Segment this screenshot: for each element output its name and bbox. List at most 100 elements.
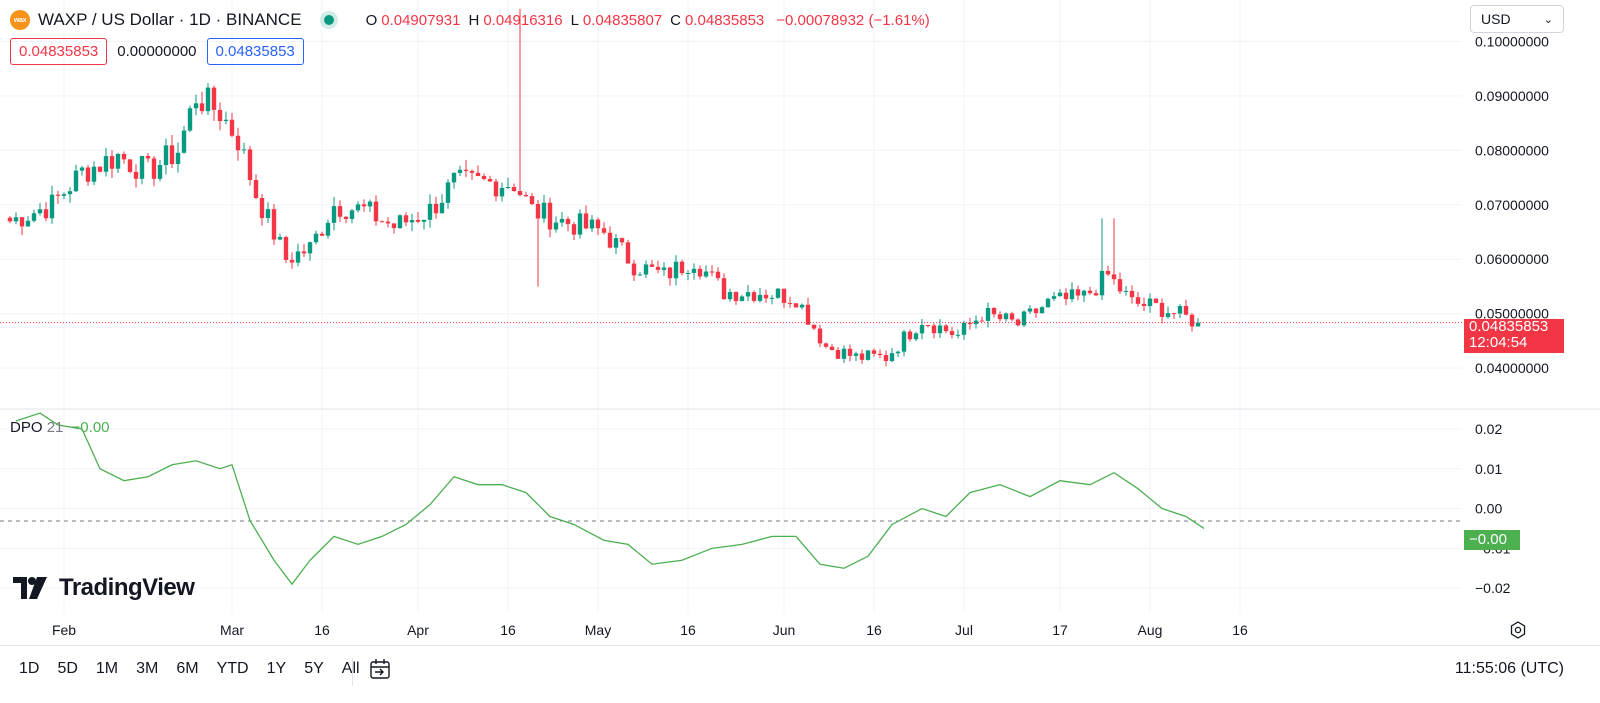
candle xyxy=(1021,310,1027,328)
toolbar-divider xyxy=(352,658,353,686)
low-value: 0.04835807 xyxy=(582,11,663,29)
utc-clock[interactable]: 11:55:06 (UTC) xyxy=(1454,660,1564,677)
candle xyxy=(817,324,823,348)
dpo-legend[interactable]: DPO 21 −0.00 xyxy=(10,419,110,436)
candle xyxy=(559,212,565,227)
settings-gear-icon[interactable] xyxy=(1508,620,1528,640)
candle-body xyxy=(835,349,841,359)
candle xyxy=(739,294,745,302)
candle xyxy=(469,169,475,180)
candle-body xyxy=(727,292,733,300)
candle xyxy=(889,348,895,363)
bar-countdown: 12:04:54 xyxy=(1469,334,1528,351)
candle xyxy=(787,296,793,308)
candle-body xyxy=(697,268,703,277)
price-tick-label: 0.04000000 xyxy=(1475,360,1549,376)
candle xyxy=(1027,305,1033,314)
bid-value-box[interactable]: 0.04835853 xyxy=(10,38,108,65)
candle xyxy=(601,222,607,235)
candle xyxy=(1135,291,1141,307)
candle-body xyxy=(679,261,685,274)
candle xyxy=(901,329,907,357)
candle xyxy=(721,273,727,300)
candle xyxy=(73,164,79,193)
candle-body xyxy=(163,145,169,166)
candle xyxy=(145,153,151,163)
candle-body xyxy=(61,194,67,196)
candle xyxy=(403,212,409,227)
candle xyxy=(625,239,631,264)
candle-body xyxy=(325,222,331,236)
candle xyxy=(1081,289,1087,303)
candle-body xyxy=(613,238,619,248)
candle xyxy=(283,235,289,263)
range-button-1y[interactable]: 1Y xyxy=(266,660,287,677)
candle-body xyxy=(1141,303,1147,307)
candle-body xyxy=(469,170,475,173)
candle-body xyxy=(721,278,727,300)
dpo-value-badge: −0.00 xyxy=(1464,530,1520,550)
candle-body xyxy=(565,218,571,225)
range-button-1m[interactable]: 1M xyxy=(95,660,119,677)
candle-body xyxy=(49,194,55,219)
candle-body xyxy=(1111,274,1117,280)
candle xyxy=(985,302,991,328)
candle xyxy=(973,315,979,329)
range-button-5y[interactable]: 5Y xyxy=(304,660,324,677)
candle-body xyxy=(379,221,385,223)
tradingview-logo[interactable]: TradingView xyxy=(13,574,195,602)
candle-body xyxy=(1147,298,1153,307)
candle-body xyxy=(787,302,793,304)
candle-body xyxy=(1129,290,1135,298)
candle-body xyxy=(541,202,547,219)
candle xyxy=(1141,297,1147,312)
candle-body xyxy=(175,152,181,165)
candle xyxy=(181,125,187,154)
candle-body xyxy=(1195,322,1201,327)
candle xyxy=(517,8,523,197)
candle xyxy=(205,83,211,115)
candle xyxy=(757,287,763,303)
candle-body xyxy=(985,307,991,321)
price-tick-label: 0.07000000 xyxy=(1475,197,1549,213)
candle-body xyxy=(691,268,697,273)
candle-body xyxy=(331,206,337,223)
candle xyxy=(1051,291,1057,302)
go-to-date-icon[interactable] xyxy=(368,657,392,681)
range-button-1d[interactable]: 1D xyxy=(19,660,40,677)
range-button-ytd[interactable]: YTD xyxy=(216,660,249,677)
candle xyxy=(187,105,193,133)
candle-body xyxy=(649,264,655,267)
close-value: 0.04835853 xyxy=(685,11,765,29)
candle xyxy=(655,260,661,274)
range-button-all[interactable]: All xyxy=(341,660,360,677)
range-button-6m[interactable]: 6M xyxy=(176,660,199,677)
range-button-5d[interactable]: 5D xyxy=(57,660,78,677)
ask-value-box[interactable]: 0.04835853 xyxy=(206,38,304,65)
candle-body xyxy=(253,179,259,198)
symbol-title[interactable]: WAXP / US Dollar · 1D · BINANCE xyxy=(38,10,302,29)
candle xyxy=(1147,293,1153,313)
candle-body xyxy=(937,325,943,334)
candle xyxy=(649,260,655,267)
candle xyxy=(241,142,247,154)
candle xyxy=(223,111,229,125)
waxp-logo-icon: wax xyxy=(10,10,30,30)
candle-body xyxy=(715,271,721,279)
candle-body xyxy=(1045,298,1051,308)
candle xyxy=(547,197,553,238)
candle xyxy=(961,320,967,340)
dpo-value: −0.00 xyxy=(71,419,110,436)
candle-body xyxy=(1189,314,1195,327)
x-tick-label: Jun xyxy=(773,622,796,638)
candle xyxy=(829,343,835,351)
candle xyxy=(913,331,919,342)
currency-select[interactable]: USD ⌄ xyxy=(1470,5,1564,33)
grid-lines xyxy=(0,0,1462,612)
range-button-3m[interactable]: 3M xyxy=(136,660,159,677)
candle-body xyxy=(829,346,835,350)
x-tick-label: Apr xyxy=(407,622,429,638)
candle xyxy=(607,226,613,249)
candle-body xyxy=(805,304,811,325)
